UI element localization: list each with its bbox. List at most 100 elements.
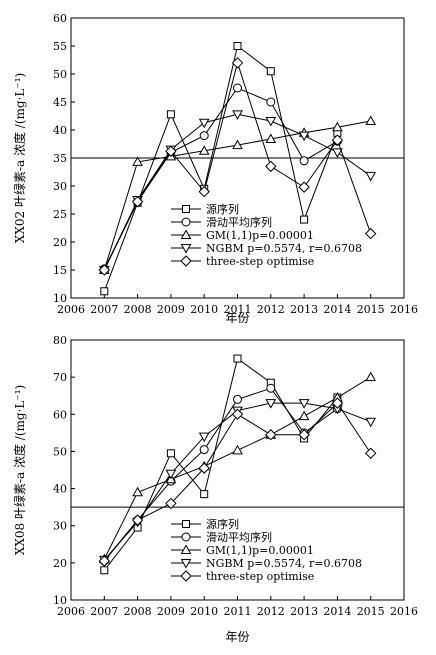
data-point-gm11 xyxy=(365,115,377,126)
x-tick-label: 2013 xyxy=(290,605,318,618)
y-tick-label: 30 xyxy=(53,180,67,193)
data-point-source-series xyxy=(266,67,275,76)
x-tick-label: 2015 xyxy=(357,605,385,618)
legend-ngbm: NGBM p=0.5574, r=0.6708 xyxy=(206,557,362,570)
series-three-step xyxy=(98,57,377,276)
data-point-ngbm xyxy=(332,148,343,158)
data-point-source-series xyxy=(233,354,242,363)
data-point-three-step xyxy=(131,514,144,526)
data-point-moving-average xyxy=(199,445,209,455)
x-tick-label: 2008 xyxy=(124,605,152,618)
y-axis-label: XX02 叶绿素-a 浓度 /(mg·L⁻¹) xyxy=(12,73,27,243)
data-point-three-step xyxy=(98,555,111,567)
data-point-gm11 xyxy=(332,121,343,132)
data-point-three-step xyxy=(231,408,244,420)
x-tick-label: 2009 xyxy=(157,303,185,316)
y-tick-label: 30 xyxy=(53,520,67,533)
data-point-moving-average xyxy=(266,383,276,393)
y-tick-label: 10 xyxy=(53,594,67,607)
y-tick-label: 50 xyxy=(53,68,67,81)
legend-three-step-marker xyxy=(180,570,192,582)
x-tick-label: 2014 xyxy=(323,303,351,316)
x-tick-label: 2012 xyxy=(257,605,285,618)
x-tick-label: 2007 xyxy=(90,605,118,618)
data-point-ngbm xyxy=(365,417,377,428)
legend-source-series-marker xyxy=(182,520,190,528)
data-point-gm11 xyxy=(198,145,210,155)
legend-ngbm: NGBM p=0.5574, r=0.6708 xyxy=(206,242,362,255)
y-axis-label: XX08 叶绿素-a 浓度 /(mg·L⁻¹) xyxy=(12,385,27,555)
series-line-source-series xyxy=(103,45,338,292)
data-point-ngbm xyxy=(298,131,310,142)
y-tick-label: 20 xyxy=(53,236,67,249)
data-point-three-step xyxy=(165,497,177,510)
legend-source-series: 源序列 xyxy=(206,517,239,531)
x-tick-label: 2015 xyxy=(357,303,385,316)
data-point-moving-average xyxy=(199,131,209,141)
y-tick-label: 40 xyxy=(53,124,67,137)
data-point-three-step xyxy=(265,429,277,441)
data-point-three-step xyxy=(198,462,210,474)
legend-moving-average: 滑动平均序列 xyxy=(206,215,272,229)
data-point-source-series xyxy=(233,42,242,50)
chart-panel-xx02: 2006 2007 2008 2009 2010 2011 2012 2013 2014 2015… xyxy=(12,12,418,325)
data-point-three-step xyxy=(198,185,210,198)
series-three-step xyxy=(98,397,377,567)
legend-three-step-marker xyxy=(180,255,192,267)
legend-three-step: three-step optimise xyxy=(206,570,314,583)
y-tick-label: 45 xyxy=(53,96,67,109)
series-line-source-series xyxy=(103,357,338,571)
data-point-three-step xyxy=(298,181,310,193)
x-tick-label: 2016 xyxy=(390,303,418,316)
data-point-ngbm xyxy=(198,118,210,129)
y-tick-label: 80 xyxy=(53,334,67,347)
data-point-ngbm xyxy=(265,399,277,409)
data-point-gm11 xyxy=(232,444,243,455)
y-tick-label: 50 xyxy=(53,445,67,458)
data-point-source-series xyxy=(166,110,175,119)
data-point-three-step xyxy=(131,195,144,208)
y-tick-label: 60 xyxy=(53,408,67,421)
x-tick-label: 2013 xyxy=(290,303,318,316)
data-point-three-step xyxy=(331,397,344,409)
x-tick-label: 2006 xyxy=(57,605,85,618)
data-point-three-step xyxy=(364,227,377,240)
data-point-source-series xyxy=(100,287,109,296)
data-point-source-series xyxy=(300,215,309,224)
data-point-ngbm xyxy=(265,117,277,127)
y-tick-label: 15 xyxy=(53,264,67,277)
data-point-ngbm xyxy=(298,399,310,409)
data-point-source-series xyxy=(200,490,209,499)
legend-source-series: 源序列 xyxy=(206,202,239,216)
data-point-gm11 xyxy=(298,410,310,421)
data-point-three-step xyxy=(231,57,244,69)
x-axis-label: 年份 xyxy=(225,630,249,644)
legend-moving-average-marker xyxy=(181,532,191,542)
legend-gm11-marker xyxy=(180,229,192,239)
x-tick-label: 2010 xyxy=(190,303,218,316)
data-point-moving-average xyxy=(233,83,242,93)
data-point-three-step xyxy=(98,264,111,276)
y-tick-label: 25 xyxy=(53,208,67,221)
data-point-ngbm xyxy=(198,432,210,443)
data-point-gm11 xyxy=(365,371,377,382)
y-tick-label: 35 xyxy=(53,152,67,165)
data-point-source-series xyxy=(100,566,109,575)
x-tick-label: 2010 xyxy=(190,605,218,618)
data-point-gm11 xyxy=(232,139,243,150)
x-tick-label: 2008 xyxy=(124,303,152,316)
legend-gm11: GM(1,1)p=0.00001 xyxy=(206,544,314,557)
y-tick-label: 60 xyxy=(53,12,67,25)
data-point-three-step xyxy=(364,447,377,459)
legend-gm11-marker xyxy=(180,544,192,554)
y-tick-label: 55 xyxy=(53,40,67,53)
data-point-gm11 xyxy=(132,156,143,166)
x-tick-label: 2012 xyxy=(257,303,285,316)
x-tick-label: 2016 xyxy=(390,605,418,618)
legend-gm11: GM(1,1)p=0.00001 xyxy=(206,229,314,242)
y-tick-label: 70 xyxy=(53,371,67,384)
legend-moving-average: 滑动平均序列 xyxy=(206,530,272,544)
